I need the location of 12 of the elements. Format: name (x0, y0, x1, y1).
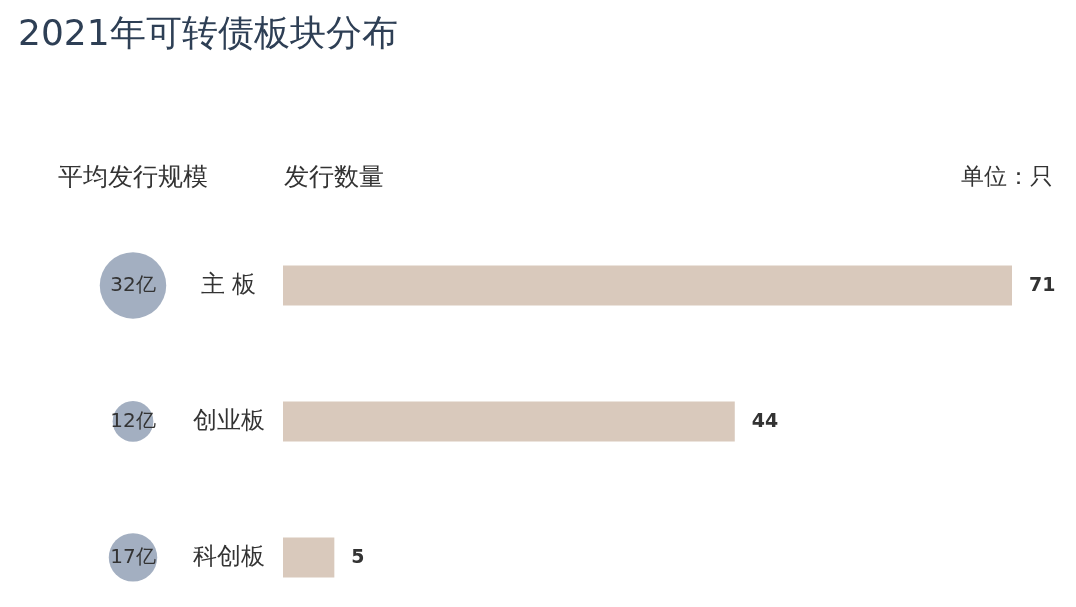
y-tick-label: 科创板 (192, 542, 265, 571)
data-label: 71 (1029, 273, 1056, 296)
x-axis-title: 发行数量 (283, 162, 384, 192)
text: 平均发行规模 (58, 162, 208, 191)
data-label: 17亿 (110, 544, 156, 569)
data-label: 32亿 (110, 272, 156, 297)
y-tick-label: 创业板 (192, 406, 265, 435)
text: 2021年可转债板块分布 (18, 12, 398, 53)
data-label: 44 (751, 409, 779, 432)
y-tick-label: 主 板 (200, 270, 257, 299)
data-label: 5 (351, 545, 365, 568)
text: 单位：只 (961, 163, 1053, 189)
